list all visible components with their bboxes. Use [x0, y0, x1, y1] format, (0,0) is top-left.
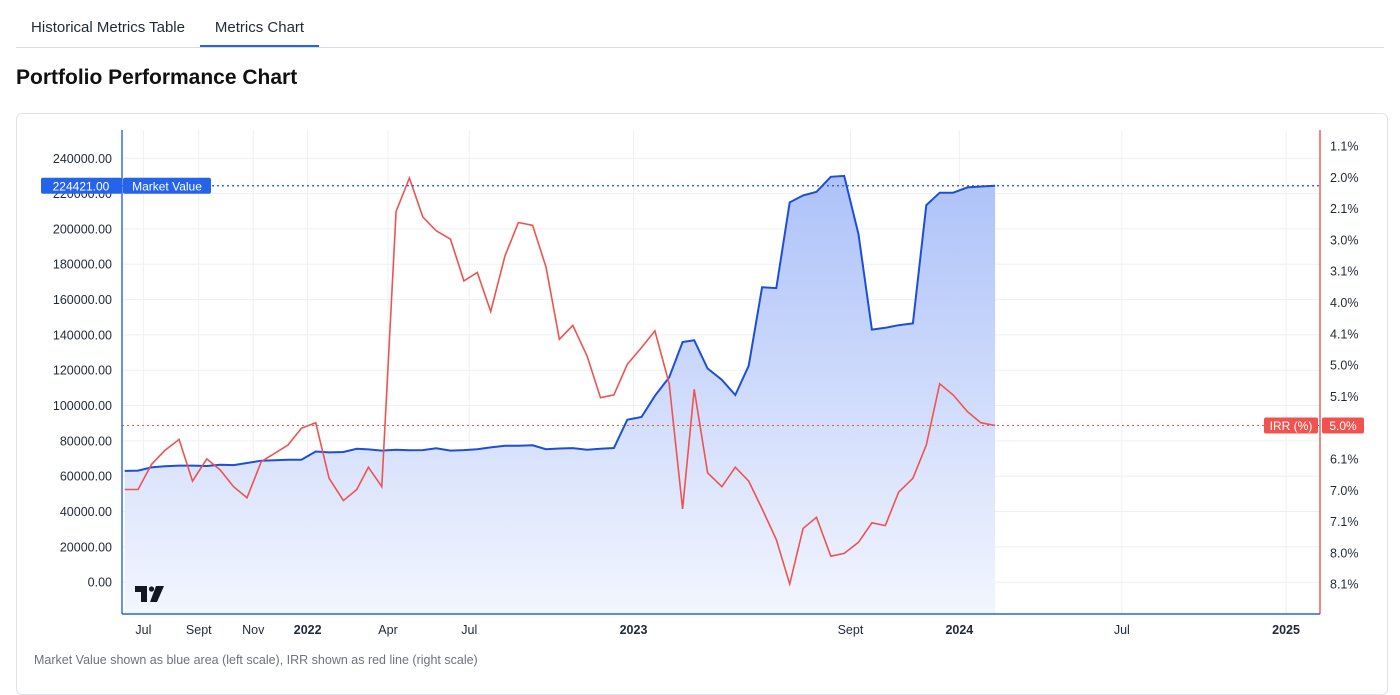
irr-value-box [1322, 417, 1364, 434]
performance-chart[interactable]: 0.00 20000.00 40000.00 60000.00 80000.00 1000… [17, 114, 1385, 641]
x-tick-label: Jul [461, 623, 477, 637]
right-tick-label: 3.0% [1330, 233, 1359, 247]
left-tick-label: 40000.00 [60, 505, 112, 519]
market-value-name-box [123, 177, 211, 194]
market-value-badge: 224421.00 Market Value [41, 177, 211, 194]
left-tick-label: 120000.00 [53, 364, 112, 378]
right-tick-label: 7.1% [1330, 515, 1359, 529]
left-tick-label: 240000.00 [53, 152, 112, 166]
market-value-area [124, 175, 996, 614]
x-tick-label: 2023 [620, 623, 648, 637]
right-tick-label: 7.0% [1330, 484, 1359, 498]
irr-name-box [1264, 417, 1318, 434]
tab-bar: Historical Metrics Table Metrics Chart [16, 0, 1384, 48]
right-tick-label: 2.1% [1330, 202, 1359, 216]
right-tick-label: 8.0% [1330, 546, 1359, 560]
x-tick-label: 2022 [294, 623, 322, 637]
left-tick-label: 60000.00 [60, 470, 112, 484]
irr-badge: IRR (%) 5.0% [1264, 417, 1364, 434]
left-tick-label: 100000.00 [53, 399, 112, 413]
x-tick-label: Nov [242, 623, 265, 637]
market-value-name-text: Market Value [132, 179, 202, 193]
left-tick-label: 200000.00 [53, 222, 112, 236]
right-tick-label: 5.0% [1330, 359, 1359, 373]
right-tick-label: 8.1% [1330, 578, 1359, 592]
left-tick-label: 160000.00 [53, 293, 112, 307]
x-tick-label: Jul [135, 623, 151, 637]
x-tick-label: 2024 [945, 623, 973, 637]
market-value-line [124, 174, 996, 472]
tab-metrics-chart[interactable]: Metrics Chart [200, 0, 319, 47]
chart-caption: Market Value shown as blue area (left sc… [34, 653, 478, 667]
market-value-value-text: 224421.00 [53, 179, 110, 193]
left-tick-label: 180000.00 [53, 258, 112, 272]
right-tick-label: 1.1% [1330, 140, 1359, 154]
x-tick-label: Sept [186, 623, 212, 637]
right-tick-label: 6.1% [1330, 453, 1359, 467]
right-tick-label: 2.0% [1330, 171, 1359, 185]
irr-line [124, 175, 996, 588]
irr-name-text: IRR (%) [1270, 419, 1313, 433]
chart-card: 0.00 20000.00 40000.00 60000.00 80000.00 1000… [16, 113, 1388, 695]
right-tick-label: 4.0% [1330, 296, 1359, 310]
page-title: Portfolio Performance Chart [16, 66, 298, 89]
left-tick-label: 80000.00 [60, 434, 112, 448]
left-tick-label: 140000.00 [53, 328, 112, 342]
left-tick-label: 0.00 [88, 576, 112, 590]
right-tick-label: 5.1% [1330, 390, 1359, 404]
x-tick-label: Sept [838, 623, 864, 637]
market-value-value-box [41, 177, 122, 194]
right-tick-label: 3.1% [1330, 265, 1359, 279]
tradingview-logo-icon [135, 586, 164, 602]
x-tick-label: Apr [378, 623, 397, 637]
tab-historical-metrics-table[interactable]: Historical Metrics Table [31, 19, 185, 36]
irr-value-text: 5.0% [1329, 419, 1357, 433]
right-tick-label: 4.1% [1330, 327, 1359, 341]
x-tick-label: Jul [1114, 623, 1130, 637]
left-tick-label: 20000.00 [60, 540, 112, 554]
x-tick-label: 2025 [1272, 623, 1300, 637]
